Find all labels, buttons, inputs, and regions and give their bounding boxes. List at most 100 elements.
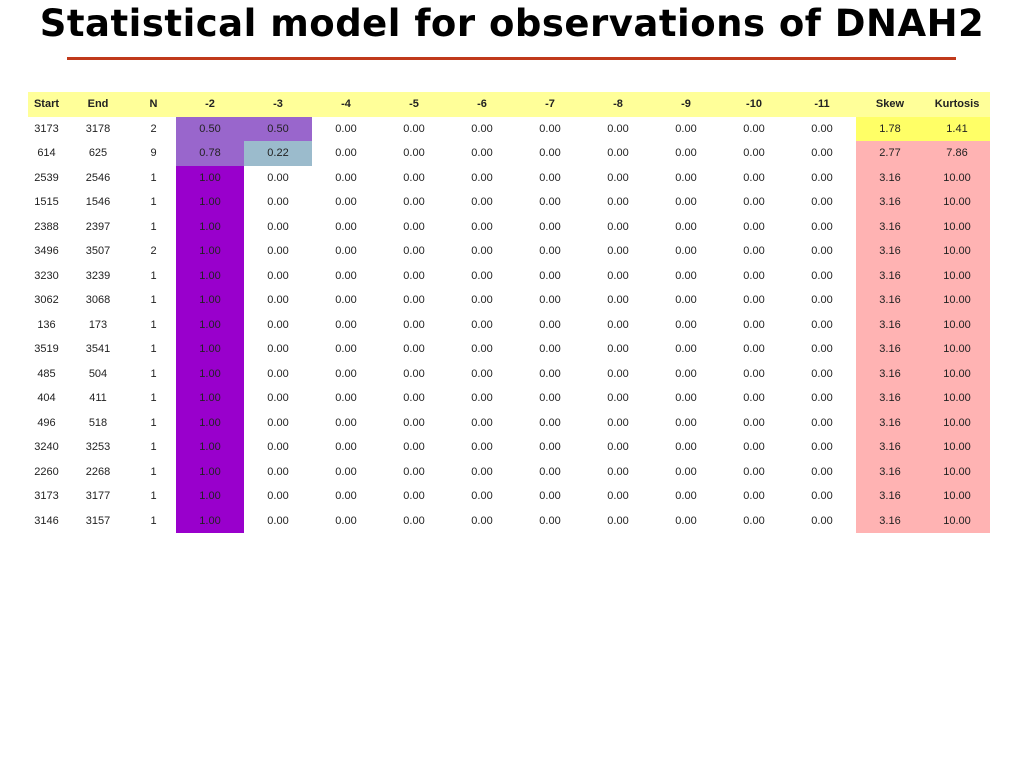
table-cell: 0.00 bbox=[811, 441, 833, 454]
table-cell: 0.00 bbox=[811, 294, 833, 307]
table-cell: 0.00 bbox=[607, 392, 629, 405]
table-cell: 10.00 bbox=[924, 386, 990, 411]
table-cell: 1 bbox=[150, 416, 157, 429]
table-cell: 1.78 bbox=[856, 116, 924, 141]
table-cell: 0.00 bbox=[607, 441, 629, 454]
table-cell: 0.00 bbox=[335, 196, 357, 209]
table-cell: 3173 bbox=[34, 122, 59, 135]
table-cell: 0.00 bbox=[675, 416, 697, 429]
table-cell: 0.00 bbox=[267, 441, 289, 454]
table-cell: 0.00 bbox=[675, 220, 697, 233]
table-cell: 0.00 bbox=[743, 269, 765, 282]
table-cell: 0.00 bbox=[743, 220, 765, 233]
table-cell: 0.50 bbox=[176, 116, 244, 141]
table-cell: 3240 bbox=[34, 441, 59, 454]
table-row: 614 625 9 0.78 0.22 0.00 0.00 0.00 0.00 0.00 0.00 0… bbox=[28, 141, 990, 166]
table-cell: 1.00 bbox=[176, 508, 244, 533]
table-cell: 0.00 bbox=[267, 220, 289, 233]
table-cell: 1.00 bbox=[176, 361, 244, 386]
table-row: 3496 3507 2 1.00 0.00 0.00 0.00 0.00 0.00 0.00 0.0… bbox=[28, 239, 990, 264]
column-header: -4 bbox=[312, 92, 380, 117]
table-cell: 0.00 bbox=[539, 147, 561, 160]
table-cell: 0.00 bbox=[607, 465, 629, 478]
column-header: End bbox=[65, 92, 131, 117]
table-cell: 9 bbox=[150, 147, 157, 160]
table-cell: 10.00 bbox=[924, 337, 990, 362]
table-cell: 0.00 bbox=[471, 196, 493, 209]
table-cell: 10.00 bbox=[924, 288, 990, 313]
table-cell: 0.00 bbox=[607, 490, 629, 503]
table-cell: 0.78 bbox=[176, 141, 244, 166]
table-cell: 0.00 bbox=[811, 220, 833, 233]
table-cell: 0.00 bbox=[811, 269, 833, 282]
table-cell: 0.00 bbox=[539, 441, 561, 454]
table-cell: 0.00 bbox=[811, 122, 833, 135]
table-cell: 0.00 bbox=[675, 490, 697, 503]
table-cell: 3.16 bbox=[856, 459, 924, 484]
table-cell: 0.00 bbox=[471, 294, 493, 307]
table-cell: 2388 bbox=[34, 220, 59, 233]
table-cell: 0.00 bbox=[335, 465, 357, 478]
table-cell: 0.00 bbox=[539, 196, 561, 209]
table-cell: 0.00 bbox=[743, 490, 765, 503]
table-cell: 0.00 bbox=[675, 294, 697, 307]
table-cell: 0.00 bbox=[743, 416, 765, 429]
table-cell: 10.00 bbox=[924, 239, 990, 264]
column-header: Skew bbox=[856, 92, 924, 117]
table-cell: 10.00 bbox=[924, 312, 990, 337]
table-cell: 10.00 bbox=[924, 165, 990, 190]
table-cell: 1.00 bbox=[176, 459, 244, 484]
table-cell: 0.00 bbox=[403, 514, 425, 527]
table-cell: 1 bbox=[150, 220, 157, 233]
table-cell: 0.00 bbox=[335, 416, 357, 429]
table-cell: 0.00 bbox=[403, 465, 425, 478]
table-cell: 3.16 bbox=[856, 508, 924, 533]
table-cell: 0.00 bbox=[403, 245, 425, 258]
table-row: 1515 1546 1 1.00 0.00 0.00 0.00 0.00 0.00 0.00 0.0… bbox=[28, 190, 990, 215]
table-cell: 1.00 bbox=[176, 239, 244, 264]
table-cell: 1 bbox=[150, 441, 157, 454]
table-cell: 0.00 bbox=[471, 318, 493, 331]
table-cell: 0.00 bbox=[335, 147, 357, 160]
table-cell: 2397 bbox=[85, 220, 111, 233]
table-cell: 0.00 bbox=[267, 318, 289, 331]
column-header: -7 bbox=[516, 92, 584, 117]
table-cell: 1 bbox=[150, 490, 157, 503]
table-cell: 0.00 bbox=[811, 392, 833, 405]
table-cell: 0.00 bbox=[607, 514, 629, 527]
table-cell: 0.00 bbox=[811, 318, 833, 331]
table-cell: 1.00 bbox=[176, 165, 244, 190]
table-cell: 0.00 bbox=[811, 416, 833, 429]
table-cell: 0.00 bbox=[267, 294, 289, 307]
table-cell: 1.00 bbox=[176, 410, 244, 435]
table-cell: 0.00 bbox=[539, 122, 561, 135]
table-cell: 0.00 bbox=[675, 196, 697, 209]
table-row: 3062 3068 1 1.00 0.00 0.00 0.00 0.00 0.00 0.00 0.0… bbox=[28, 288, 990, 313]
table-cell: 0.00 bbox=[471, 465, 493, 478]
table-cell: 0.00 bbox=[607, 245, 629, 258]
table-cell: 0.00 bbox=[335, 269, 357, 282]
table-cell: 0.00 bbox=[675, 514, 697, 527]
table-cell: 0.00 bbox=[471, 147, 493, 160]
table-cell: 0.00 bbox=[267, 171, 289, 184]
table-cell: 1 bbox=[150, 318, 157, 331]
table-row: 404 411 1 1.00 0.00 0.00 0.00 0.00 0.00 0.00 0.00 0… bbox=[28, 386, 990, 411]
table-cell: 0.00 bbox=[335, 490, 357, 503]
table-cell: 0.00 bbox=[403, 441, 425, 454]
table-cell: 0.00 bbox=[811, 245, 833, 258]
table-cell: 0.00 bbox=[403, 171, 425, 184]
table-cell: 3.16 bbox=[856, 337, 924, 362]
table-cell: 0.00 bbox=[743, 147, 765, 160]
table-cell: 1515 bbox=[34, 196, 59, 209]
table-cell: 0.00 bbox=[335, 441, 357, 454]
table-cell: 0.00 bbox=[267, 367, 289, 380]
table-cell: 0.00 bbox=[607, 416, 629, 429]
table-cell: 0.00 bbox=[675, 171, 697, 184]
table-cell: 1 bbox=[150, 294, 157, 307]
table-cell: 10.00 bbox=[924, 459, 990, 484]
table-cell: 0.00 bbox=[471, 416, 493, 429]
table-cell: 0.00 bbox=[539, 343, 561, 356]
table-cell: 0.00 bbox=[471, 269, 493, 282]
table-cell: 0.00 bbox=[403, 196, 425, 209]
table-cell: 0.00 bbox=[403, 367, 425, 380]
